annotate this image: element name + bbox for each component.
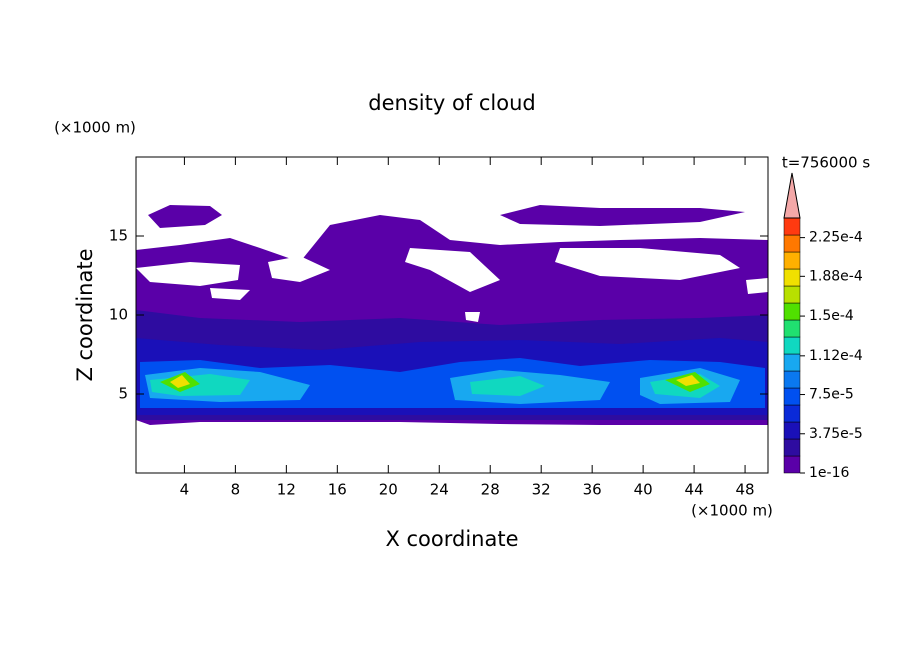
x-tick-label: 8 [231, 481, 241, 499]
y-tick-label: 5 [118, 385, 128, 403]
colorbar-band [783, 370, 801, 389]
colorbar-band [783, 353, 801, 372]
colorbar-band [783, 251, 801, 270]
colorbar-band [783, 268, 801, 287]
x-tick-label: 44 [685, 481, 704, 499]
colorbar-band [783, 234, 801, 253]
x-tick-label: 48 [736, 481, 755, 499]
colorbar-band [783, 302, 801, 321]
colorbar-band [783, 404, 801, 423]
x-tick-label: 36 [583, 481, 602, 499]
colorbar-band [783, 455, 801, 474]
colorbar-band [783, 438, 801, 457]
x-unit: (×1000 m) [691, 502, 773, 520]
time-annotation: t=756000 s [782, 154, 870, 172]
y-tick-label: 15 [109, 227, 128, 245]
chart-title: density of cloud [368, 91, 535, 115]
colorbar-label: 2.25e-4 [809, 230, 863, 246]
x-tick-label: 28 [481, 481, 500, 499]
colorbar-label: 1e-16 [809, 465, 849, 481]
colorbar-label: 3.75e-5 [809, 426, 863, 442]
colorbar-label: 7.5e-5 [809, 387, 854, 403]
contour-region [145, 368, 740, 404]
x-tick-label: 4 [180, 481, 190, 499]
x-tick-label: 16 [328, 481, 347, 499]
contour-gap [136, 248, 768, 322]
colorbar-extend [783, 172, 801, 219]
colorbar-label: 1.12e-4 [809, 348, 863, 364]
x-tick-label: 32 [532, 481, 551, 499]
colorbar-band [783, 387, 801, 406]
colorbar-band [783, 217, 801, 236]
x-axis-label: X coordinate [385, 527, 518, 551]
colorbar-label: 1.88e-4 [809, 268, 863, 284]
colorbar-label: 1.5e-4 [809, 308, 854, 324]
x-tick-label: 12 [277, 481, 296, 499]
x-tick-label: 24 [430, 481, 449, 499]
colorbar-band [783, 319, 801, 338]
contour-region [150, 374, 720, 398]
contour-region [148, 205, 745, 228]
contour-field [136, 205, 768, 425]
x-tick-label: 40 [634, 481, 653, 499]
y-tick-label: 10 [109, 306, 128, 324]
colorbar-band [783, 285, 801, 304]
colorbar-band [783, 421, 801, 440]
colorbar-band [783, 336, 801, 355]
x-tick-label: 20 [379, 481, 398, 499]
y-unit: (×1000 m) [54, 119, 136, 137]
y-axis-label: Z coordinate [73, 248, 97, 381]
